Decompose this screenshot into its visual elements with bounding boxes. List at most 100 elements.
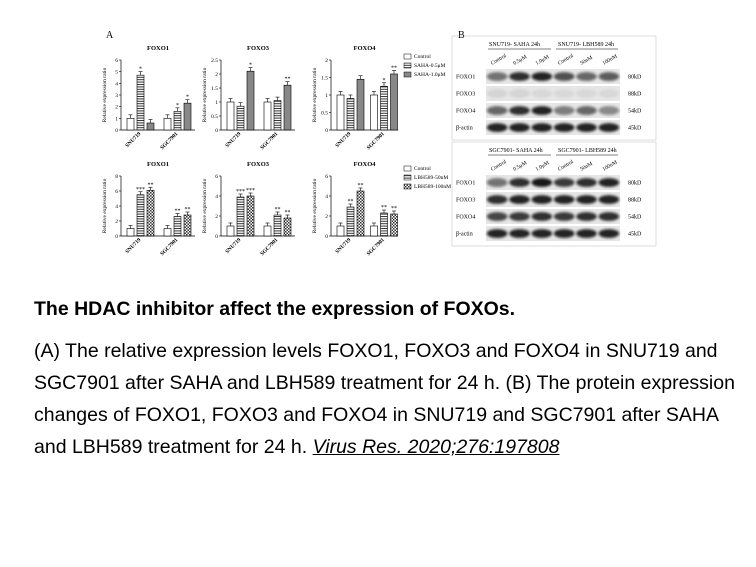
bar: [346, 98, 355, 131]
legend-swatch: [403, 71, 412, 78]
y-tick-label: 0: [215, 234, 218, 240]
chart-title: FOXO3: [247, 45, 270, 52]
chart-0: FOXO1 0 1 2 3 4 5 6 Relative expression ratio * SN…: [102, 45, 195, 151]
chart-title: FOXO4: [353, 161, 376, 168]
significance-label: *: [249, 63, 252, 69]
bar: [346, 206, 355, 237]
lane-label: Control: [490, 159, 508, 173]
y-tick-label: 4: [325, 194, 328, 200]
bar: [336, 94, 345, 131]
protein-band: [531, 195, 553, 204]
bar: [356, 78, 365, 131]
blot-row-label: FOXO4: [456, 109, 475, 115]
blot-row-label: FOXO3: [456, 92, 475, 98]
significance-label: **: [285, 210, 291, 216]
x-tick-label: SGC7901: [259, 131, 279, 151]
y-tick-label: 2: [325, 58, 328, 64]
x-tick-label: SGC7901: [366, 131, 386, 151]
lane-label: 50nM: [579, 161, 593, 173]
protein-band: [576, 89, 597, 98]
y-tick-label: 6: [325, 174, 328, 180]
legend-entry: LBH589-100nM: [414, 184, 451, 190]
protein-band: [509, 178, 530, 187]
kd-label: 54kD: [628, 109, 642, 115]
y-tick-label: 8: [115, 174, 118, 180]
y-tick-label: 6: [215, 174, 218, 180]
x-tick-label: SGC7901: [159, 131, 179, 151]
citation-link[interactable]: Virus Res. 2020;276:197808: [312, 436, 560, 458]
protein-band: [509, 123, 530, 132]
significance-label: **: [391, 66, 397, 72]
x-tick-label: SNU719: [225, 131, 243, 149]
protein-band: [598, 229, 620, 238]
significance-label: **: [275, 207, 281, 213]
protein-band: [553, 195, 575, 204]
lane-label: 50nM: [579, 55, 593, 67]
protein-band: [576, 229, 597, 238]
y-tick-label: 4: [115, 204, 118, 210]
y-axis-label: Relative expression ratio: [102, 178, 108, 233]
protein-band: [509, 89, 530, 98]
bar: [380, 85, 388, 131]
bar: [173, 216, 182, 237]
legend-swatch: [403, 53, 412, 60]
protein-band: [509, 195, 530, 204]
chart-title: FOXO3: [247, 161, 270, 168]
protein-band: [598, 106, 620, 115]
protein-band: [598, 123, 620, 132]
lane-label: 0.5μM: [512, 160, 528, 173]
y-tick-label: 0: [325, 234, 328, 240]
bar-charts: FOXO1 0 1 2 3 4 5 6 Relative expression ratio * SN…: [102, 45, 398, 257]
protein-band: [576, 212, 597, 221]
protein-band: [509, 212, 530, 221]
panel-b-label: B: [458, 30, 465, 41]
blot-row-label: β-actin: [456, 126, 473, 132]
legend-swatch: [403, 165, 412, 172]
protein-band: [598, 178, 620, 187]
bar: [183, 214, 192, 237]
y-tick-label: 0: [115, 128, 118, 134]
x-tick-label: SNU719: [225, 237, 243, 255]
kd-label: 80kD: [628, 75, 642, 81]
y-axis-label: Relative expression ratio: [202, 67, 208, 122]
kd-label: 80kD: [628, 181, 642, 187]
significance-label: **: [185, 207, 191, 213]
protein-band: [598, 195, 620, 204]
bar: [283, 84, 292, 131]
y-tick-label: 2.5: [211, 58, 218, 64]
protein-band: [486, 72, 508, 81]
bar: [226, 225, 235, 237]
y-tick-label: 6: [115, 58, 118, 64]
y-tick-label: 0.5: [321, 111, 328, 117]
legend-swatch: [403, 62, 412, 69]
y-tick-label: 1.5: [211, 86, 218, 92]
protein-band: [486, 229, 508, 238]
protein-band: [486, 123, 508, 132]
y-tick-label: 1.5: [321, 76, 328, 82]
protein-band: [576, 72, 597, 81]
bar: [390, 73, 398, 131]
kd-label: 45kD: [628, 232, 642, 238]
bar: [163, 118, 172, 131]
lane-label: 100nM: [602, 54, 619, 67]
legend-entry: LBH589-50nM: [414, 175, 448, 181]
lane-label: Control: [490, 53, 508, 67]
y-tick-label: 0: [325, 128, 328, 134]
protein-band: [531, 123, 553, 132]
bar: [273, 100, 282, 131]
protein-band: [486, 89, 508, 98]
bar: [183, 102, 192, 131]
chart-title: FOXO1: [147, 45, 169, 52]
significance-label: **: [348, 199, 354, 205]
bar: [146, 122, 155, 131]
bar: [126, 118, 135, 131]
protein-band: [598, 212, 620, 221]
protein-band: [531, 89, 553, 98]
blot-header-right: SGC7901- LBH589 24h: [558, 148, 617, 154]
blot-header-right: SNU719- LBH589 24h: [558, 42, 614, 48]
x-tick-label: SNU719: [125, 237, 143, 255]
lane-label: 1.0μM: [535, 160, 551, 173]
